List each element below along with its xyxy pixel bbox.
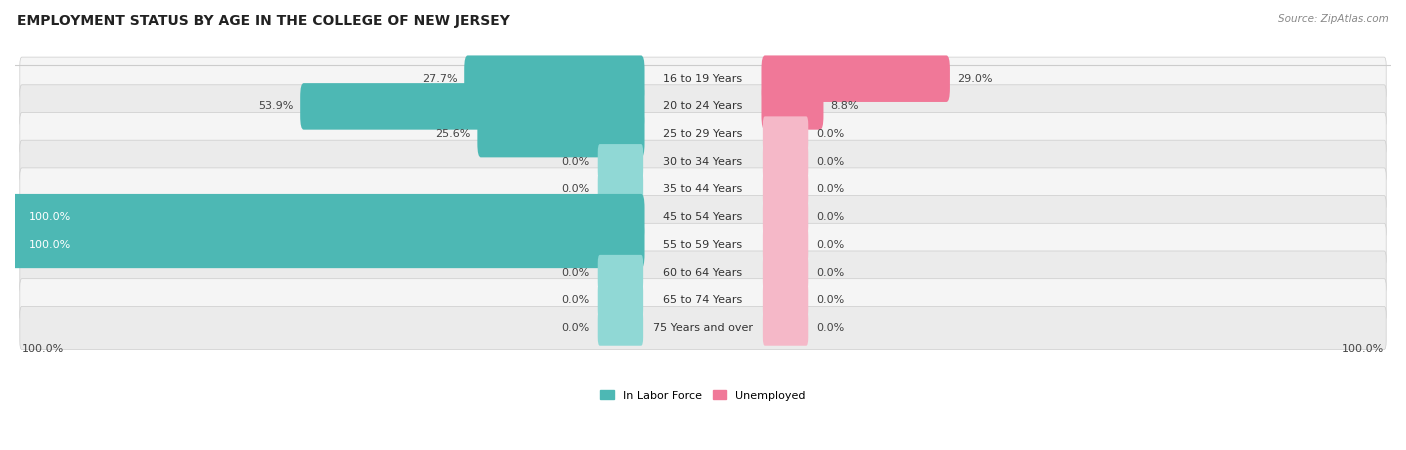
FancyBboxPatch shape: [20, 85, 1386, 128]
FancyBboxPatch shape: [598, 172, 643, 207]
FancyBboxPatch shape: [763, 117, 808, 152]
FancyBboxPatch shape: [598, 310, 643, 346]
Text: 35 to 44 Years: 35 to 44 Years: [664, 184, 742, 194]
Text: 30 to 34 Years: 30 to 34 Years: [664, 157, 742, 167]
Text: 55 to 59 Years: 55 to 59 Years: [664, 240, 742, 250]
FancyBboxPatch shape: [598, 283, 643, 318]
Text: 0.0%: 0.0%: [817, 212, 845, 222]
Text: 16 to 19 Years: 16 to 19 Years: [664, 74, 742, 84]
Text: 0.0%: 0.0%: [561, 157, 589, 167]
FancyBboxPatch shape: [20, 306, 1386, 350]
Text: 75 Years and over: 75 Years and over: [652, 323, 754, 333]
FancyBboxPatch shape: [20, 223, 1386, 266]
FancyBboxPatch shape: [478, 111, 644, 158]
Text: 45 to 54 Years: 45 to 54 Years: [664, 212, 742, 222]
Text: 0.0%: 0.0%: [561, 268, 589, 278]
FancyBboxPatch shape: [598, 255, 643, 290]
Text: 100.0%: 100.0%: [22, 344, 65, 354]
Text: 27.7%: 27.7%: [422, 74, 457, 84]
Text: 29.0%: 29.0%: [957, 74, 993, 84]
Text: 65 to 74 Years: 65 to 74 Years: [664, 295, 742, 305]
Legend: In Labor Force, Unemployed: In Labor Force, Unemployed: [596, 386, 810, 405]
Text: 0.0%: 0.0%: [817, 268, 845, 278]
FancyBboxPatch shape: [762, 55, 950, 102]
FancyBboxPatch shape: [20, 279, 1386, 322]
Text: 0.0%: 0.0%: [817, 157, 845, 167]
Text: 0.0%: 0.0%: [561, 184, 589, 194]
FancyBboxPatch shape: [20, 140, 1386, 184]
Text: 0.0%: 0.0%: [817, 129, 845, 139]
FancyBboxPatch shape: [20, 196, 1386, 239]
Text: 0.0%: 0.0%: [817, 295, 845, 305]
FancyBboxPatch shape: [11, 221, 644, 268]
Text: EMPLOYMENT STATUS BY AGE IN THE COLLEGE OF NEW JERSEY: EMPLOYMENT STATUS BY AGE IN THE COLLEGE …: [17, 14, 510, 27]
FancyBboxPatch shape: [763, 255, 808, 290]
Text: 60 to 64 Years: 60 to 64 Years: [664, 268, 742, 278]
FancyBboxPatch shape: [763, 199, 808, 235]
FancyBboxPatch shape: [20, 251, 1386, 294]
Text: 53.9%: 53.9%: [257, 101, 294, 112]
FancyBboxPatch shape: [20, 112, 1386, 156]
Text: 0.0%: 0.0%: [817, 240, 845, 250]
Text: 0.0%: 0.0%: [817, 323, 845, 333]
FancyBboxPatch shape: [763, 283, 808, 318]
FancyBboxPatch shape: [763, 144, 808, 180]
FancyBboxPatch shape: [20, 168, 1386, 211]
Text: Source: ZipAtlas.com: Source: ZipAtlas.com: [1278, 14, 1389, 23]
FancyBboxPatch shape: [301, 83, 644, 130]
Text: 8.8%: 8.8%: [831, 101, 859, 112]
Text: 25 to 29 Years: 25 to 29 Years: [664, 129, 742, 139]
FancyBboxPatch shape: [11, 194, 644, 240]
FancyBboxPatch shape: [763, 227, 808, 263]
FancyBboxPatch shape: [763, 310, 808, 346]
FancyBboxPatch shape: [762, 83, 824, 130]
Text: 100.0%: 100.0%: [1341, 344, 1384, 354]
Text: 0.0%: 0.0%: [817, 184, 845, 194]
FancyBboxPatch shape: [763, 172, 808, 207]
Text: 0.0%: 0.0%: [561, 295, 589, 305]
Text: 0.0%: 0.0%: [561, 323, 589, 333]
Text: 100.0%: 100.0%: [28, 240, 72, 250]
FancyBboxPatch shape: [598, 144, 643, 180]
Text: 100.0%: 100.0%: [28, 212, 72, 222]
FancyBboxPatch shape: [20, 57, 1386, 100]
Text: 20 to 24 Years: 20 to 24 Years: [664, 101, 742, 112]
Text: 25.6%: 25.6%: [434, 129, 471, 139]
FancyBboxPatch shape: [464, 55, 644, 102]
